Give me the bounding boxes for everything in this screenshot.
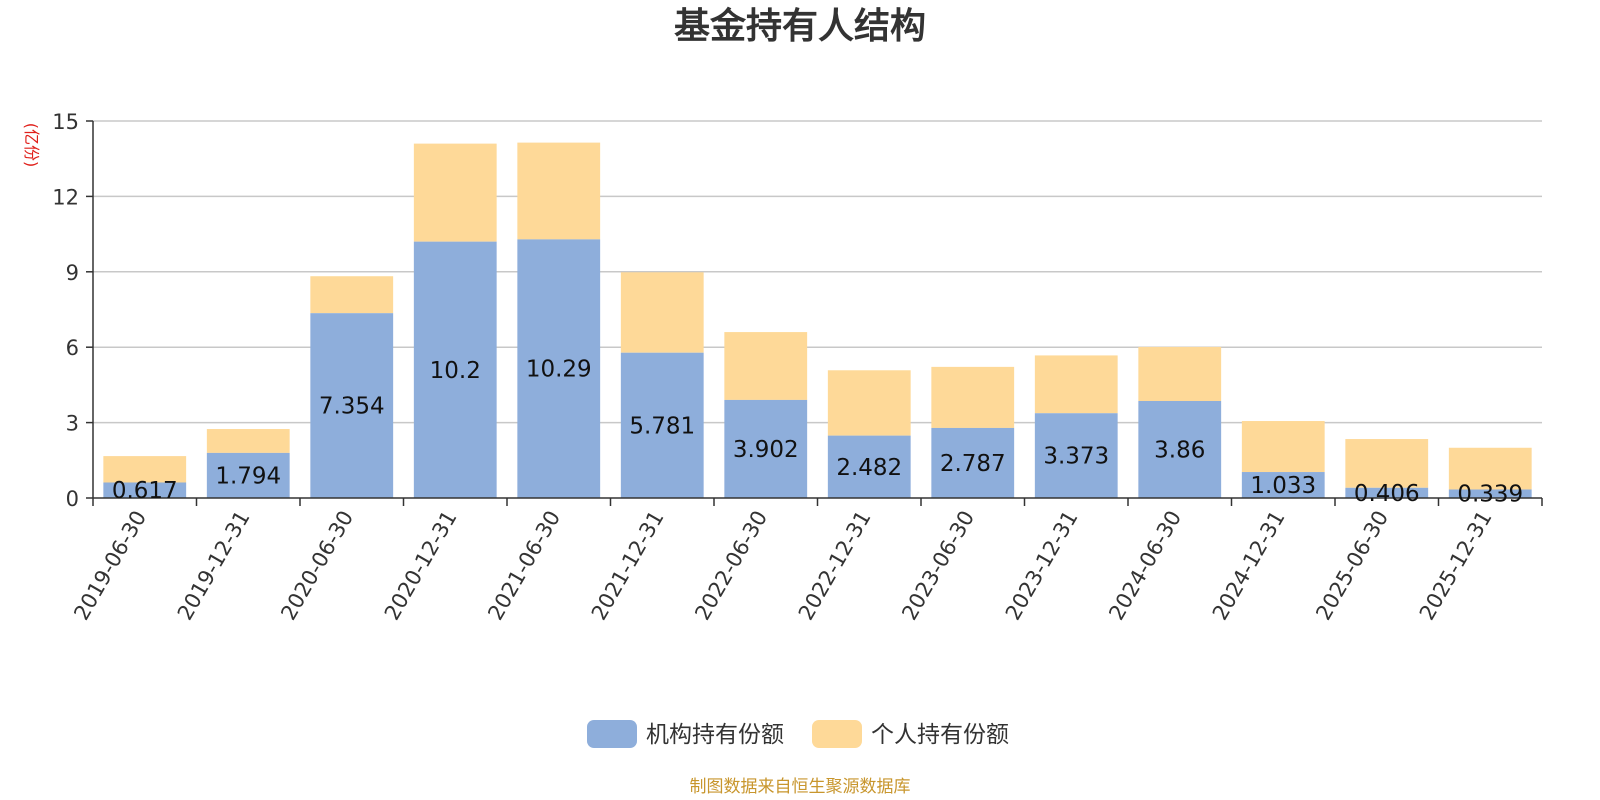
x-tick-label: 2025-06-30: [1311, 507, 1393, 625]
bar-individual[interactable]: [1138, 346, 1222, 401]
bar-value-label: 10.2: [430, 358, 481, 384]
bar-value-label: 1.033: [1250, 473, 1316, 499]
bar-value-label: 0.339: [1457, 482, 1523, 508]
x-tick-label: 2022-12-31: [794, 507, 876, 625]
bar-individual[interactable]: [517, 142, 601, 240]
bars: [103, 142, 1532, 499]
y-tick-label: 12: [52, 185, 79, 209]
bar-value-label: 2.787: [940, 451, 1006, 477]
x-tick-label: 2024-06-30: [1104, 507, 1186, 625]
x-tick-label: 2020-12-31: [380, 507, 462, 625]
legend-swatch-individual: [812, 720, 862, 748]
bar-individual[interactable]: [1448, 447, 1532, 490]
x-tick-label: 2019-06-30: [69, 507, 151, 625]
bar-value-label: 0.617: [112, 478, 178, 504]
bar-institutional[interactable]: [517, 239, 601, 499]
bar-value-label: 5.781: [629, 413, 695, 439]
bar-institutional[interactable]: [310, 313, 394, 498]
bar-individual[interactable]: [724, 332, 808, 400]
bar-individual[interactable]: [206, 429, 290, 453]
bar-individual[interactable]: [1241, 421, 1325, 473]
bar-value-label: 10.29: [526, 357, 592, 383]
x-tick-label: 2025-12-31: [1415, 507, 1497, 625]
x-tick-label: 2021-06-30: [483, 507, 565, 625]
bar-institutional[interactable]: [724, 399, 808, 498]
bar-individual[interactable]: [827, 370, 911, 436]
bar-value-label: 2.482: [836, 455, 902, 481]
y-tick-label: 3: [66, 412, 79, 436]
y-axis-unit: (亿份): [22, 123, 41, 168]
bar-individual[interactable]: [931, 366, 1015, 428]
bar-value-label: 7.354: [319, 394, 385, 420]
bar-individual[interactable]: [413, 143, 497, 242]
bar-value-label: 0.406: [1354, 481, 1420, 507]
value-labels: 0.617 1.794 7.354 10.2 10.29 5.781 3.902 2.482 2…: [112, 357, 1523, 508]
x-tick-label: 2021-12-31: [587, 507, 669, 625]
x-tick-label: 2024-12-31: [1208, 507, 1290, 625]
x-tick-label: 2019-12-31: [173, 507, 255, 625]
x-tick-label: 2022-06-30: [690, 507, 772, 625]
data-source: 制图数据来自恒生聚源数据库: [690, 777, 911, 797]
bar-individual[interactable]: [620, 272, 704, 353]
bar-individual[interactable]: [103, 456, 187, 483]
bar-institutional[interactable]: [931, 427, 1015, 498]
bar-individual[interactable]: [1345, 439, 1429, 488]
y-tick-label: 15: [52, 110, 79, 134]
y-tick-label: 9: [66, 261, 79, 285]
bar-institutional[interactable]: [620, 352, 704, 498]
bar-value-label: 3.86: [1154, 437, 1205, 463]
bar-value-label: 1.794: [215, 463, 281, 489]
bar-institutional[interactable]: [206, 452, 290, 498]
axes: [86, 120, 1543, 506]
bar-institutional[interactable]: [827, 435, 911, 498]
bar-institutional[interactable]: [413, 241, 497, 498]
bar-individual[interactable]: [1034, 355, 1118, 414]
bar-institutional[interactable]: [103, 482, 187, 498]
y-tick-label: 0: [66, 487, 79, 511]
bar-institutional[interactable]: [1345, 487, 1429, 498]
bar-value-label: 3.373: [1043, 444, 1109, 470]
legend-label-institutional[interactable]: 机构持有份额: [646, 722, 784, 748]
chart-title: 基金持有人结构: [674, 5, 926, 47]
bar-institutional[interactable]: [1138, 400, 1222, 498]
bar-individual[interactable]: [310, 276, 394, 314]
bar-institutional[interactable]: [1034, 413, 1118, 498]
bar-institutional[interactable]: [1241, 472, 1325, 498]
y-tick-label: 6: [66, 336, 79, 360]
x-tick-label: 2023-12-31: [1001, 507, 1083, 625]
legend-swatch-institutional: [587, 720, 637, 748]
legend-label-individual[interactable]: 个人持有份额: [871, 722, 1009, 748]
x-tick-label: 2023-06-30: [897, 507, 979, 625]
bar-value-label: 3.902: [733, 437, 799, 463]
x-tick-label: 2020-06-30: [276, 507, 358, 625]
bar-institutional[interactable]: [1448, 489, 1532, 498]
legend: 机构持有份额 个人持有份额: [587, 720, 1009, 748]
